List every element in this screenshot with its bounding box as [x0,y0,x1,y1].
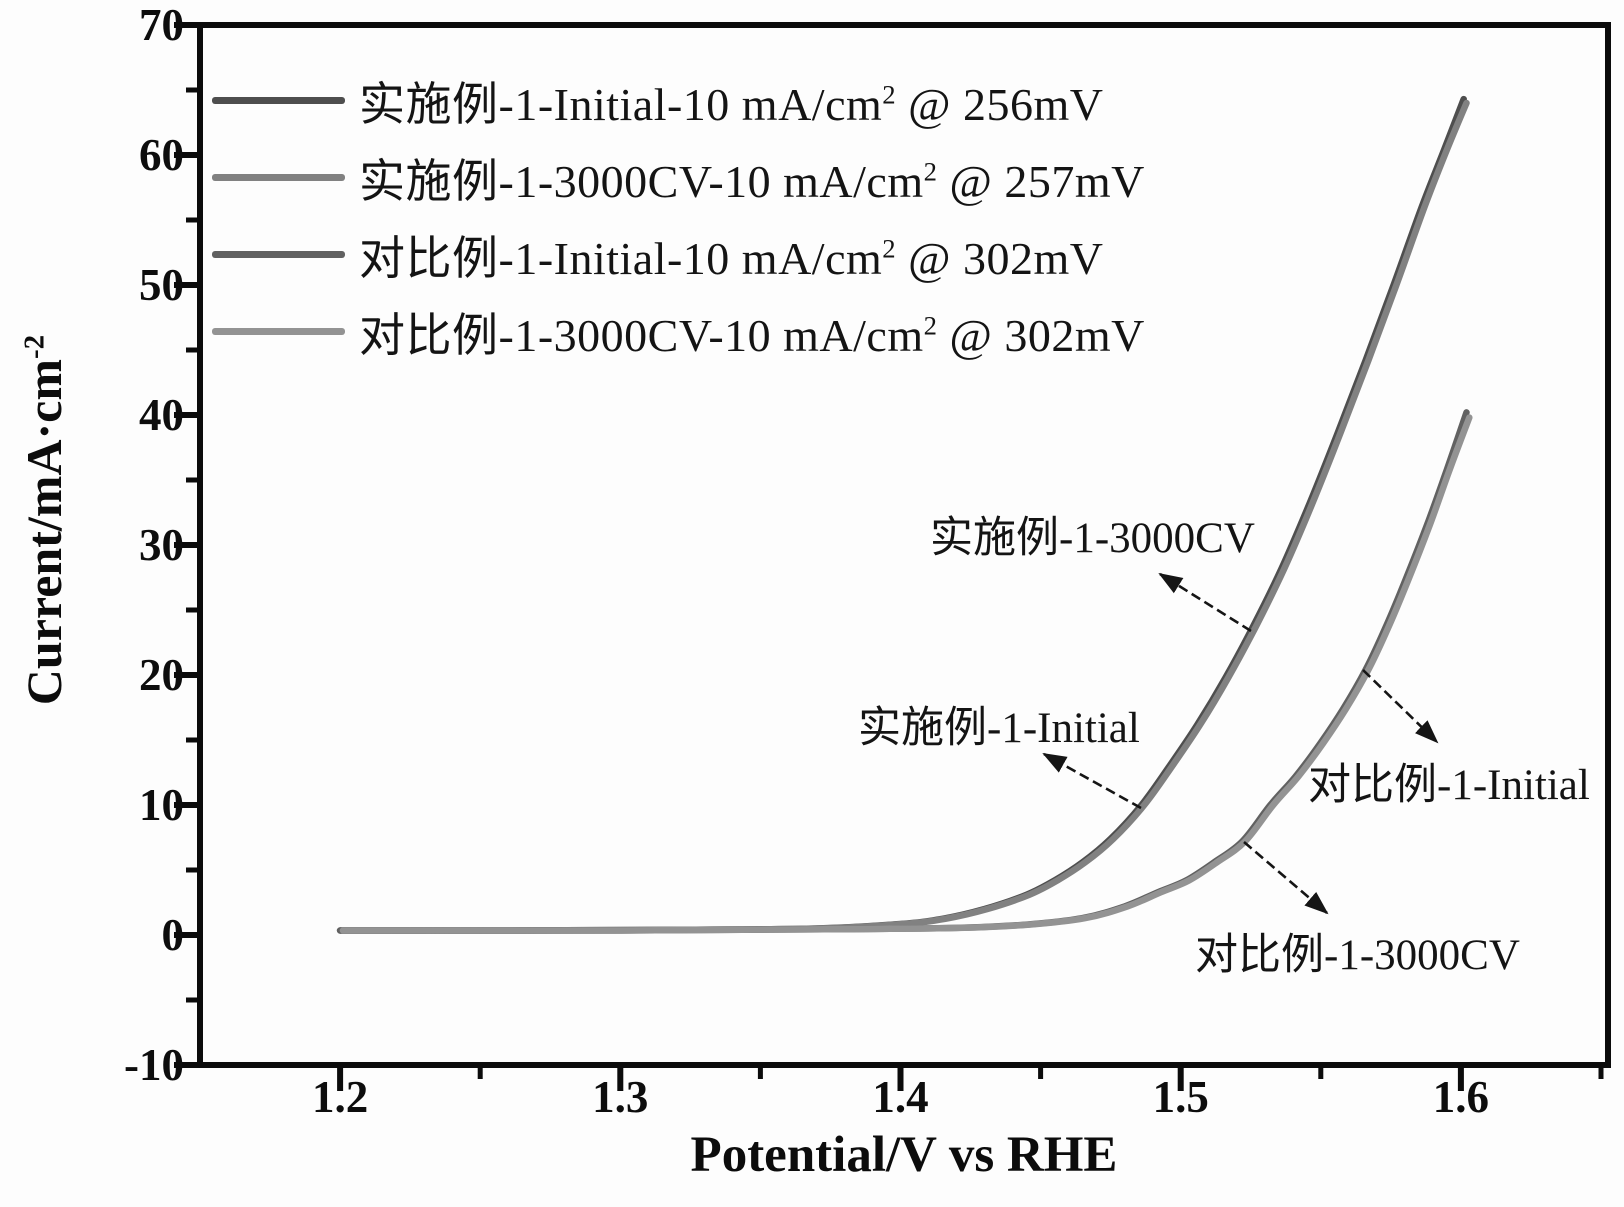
curve-comparative-1-initial [336,409,1470,934]
legend-label-superscript: 2 [882,79,897,110]
legend-label-text: 实施例-1-3000CV-10 mA/cm [359,155,924,207]
legend-label-example-1-3000cv: 实施例-1-3000CV-10 mA/cm2 @ 257mV [359,145,1145,211]
annotation-arrow-comparative-1-3000cv [1243,841,1329,915]
curve-comparative-1-3000cv [339,414,1473,934]
legend-label-comparative-1-3000cv: 对比例-1-3000CV-10 mA/cm2 @ 302mV [359,299,1145,365]
annotation-text-example-1-initial: 实施例-1-Initial [858,705,1140,752]
y-tick-label-40: 40 [139,390,184,440]
legend: 实施例-1-Initial-10 mA/cm2 @ 256mV 实施例-1-300… [212,62,1145,370]
minor-ticks [186,87,1604,1079]
y-tick-label-50: 50 [139,260,184,310]
legend-line-comparative-1-initial [212,251,345,258]
y-tick-label-70: 70 [139,0,184,50]
x-tick-label-1.6: 1.6 [1432,1072,1490,1122]
legend-label-overpotential: @ 302mV [937,309,1145,361]
y-tick-label-60: 60 [139,130,184,180]
legend-item-example-1-initial: 实施例-1-Initial-10 mA/cm2 @ 256mV [212,62,1145,139]
legend-line-comparative-1-3000cv [212,328,345,335]
y-tick-label-0: 0 [161,910,185,960]
legend-label-superscript: 2 [923,310,938,341]
legend-label-overpotential: @ 302mV [896,232,1104,284]
legend-item-comparative-1-3000cv: 对比例-1-3000CV-10 mA/cm2 @ 302mV [212,293,1145,370]
legend-label-superscript: 2 [882,233,897,264]
x-tick-label-1.5: 1.5 [1152,1072,1209,1122]
y-tick-label-20: 20 [139,650,184,700]
x-tick-label-1.2: 1.2 [311,1072,369,1122]
x-axis-title: Potential/V vs RHE [690,1127,1118,1183]
y-tick-label-10: 10 [139,780,184,830]
legend-label-superscript: 2 [923,156,938,187]
legend-line-example-1-initial [212,97,345,104]
y-tick-label--10: -10 [124,1040,184,1090]
legend-label-text: 对比例-1-Initial-10 mA/cm [359,232,883,284]
annotation-arrow-example-1-initial [1042,752,1142,810]
annotation-text-comparative-1-3000cv: 对比例-1-3000CV [1195,932,1520,979]
x-tick-label-1.4: 1.4 [872,1072,929,1122]
y-tick-label-30: 30 [139,520,184,570]
legend-item-example-1-3000cv: 实施例-1-3000CV-10 mA/cm2 @ 257mV [212,139,1145,216]
legend-line-example-1-3000cv [212,174,345,181]
x-tick-label-1.3: 1.3 [592,1072,649,1122]
y-axis-title-superscript: -2 [18,334,51,359]
legend-label-text: 对比例-1-3000CV-10 mA/cm [359,309,924,361]
annotation-arrow-example-1-3000cv [1158,572,1252,633]
legend-label-overpotential: @ 256mV [896,78,1104,130]
legend-label-example-1-initial: 实施例-1-Initial-10 mA/cm2 @ 256mV [359,68,1104,134]
legend-label-comparative-1-initial: 对比例-1-Initial-10 mA/cm2 @ 302mV [359,222,1104,288]
legend-item-comparative-1-initial: 对比例-1-Initial-10 mA/cm2 @ 302mV [212,216,1145,293]
major-ticks [174,22,1464,1091]
legend-label-overpotential: @ 257mV [937,155,1145,207]
annotation-arrow-comparative-1-initial [1362,669,1439,744]
legend-label-text: 实施例-1-Initial-10 mA/cm [359,78,883,130]
annotation-text-comparative-1-initial: 对比例-1-Initial [1308,762,1590,809]
annotation-text-example-1-3000cv: 实施例-1-3000CV [930,515,1255,562]
